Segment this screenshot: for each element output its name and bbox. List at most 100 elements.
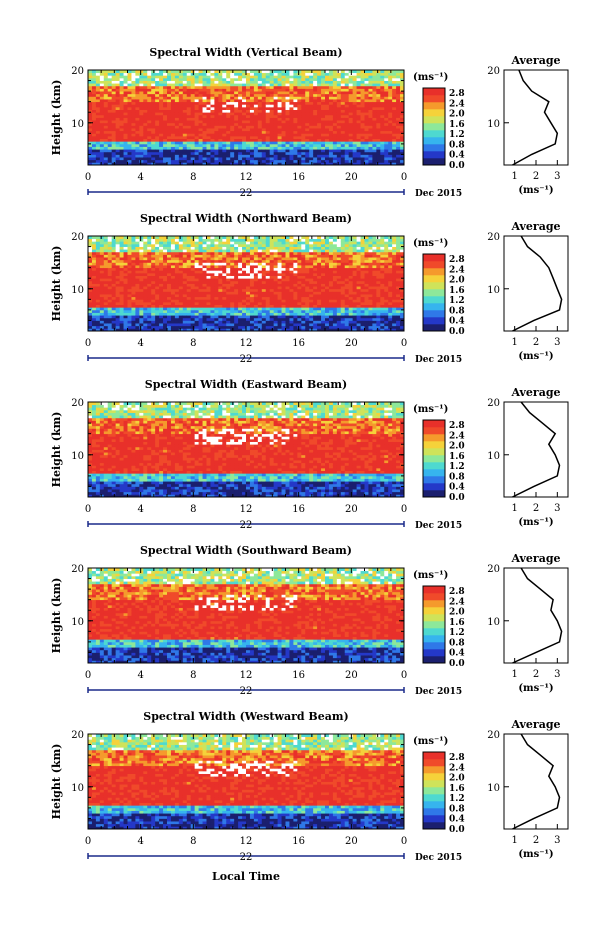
heatmap-cell: [317, 146, 322, 150]
heatmap-cell: [111, 109, 117, 113]
heatmap-cell: [305, 88, 310, 92]
heatmap-cell: [281, 323, 286, 327]
heatmap-cell: [178, 109, 184, 113]
heatmap-cell: [297, 162, 302, 166]
heatmap-cell: [344, 70, 350, 74]
heatmap-cell: [107, 143, 113, 147]
heatmap-cell: [309, 157, 314, 161]
heatmap-cell: [234, 251, 239, 255]
heatmap-cell: [392, 159, 397, 163]
heatmap-cell: [261, 304, 267, 308]
heatmap-cell: [127, 288, 132, 292]
heatmap-cell: [178, 133, 184, 137]
heatmap-cell: [265, 262, 271, 266]
heatmap-cell: [155, 243, 160, 247]
heatmap-cell: [115, 91, 120, 95]
heatmap-cell: [206, 265, 211, 269]
heatmap-cell: [111, 77, 117, 81]
heatmap-cell: [289, 251, 294, 255]
heatmap-cell: [151, 323, 156, 327]
heatmap-cell: [163, 275, 168, 279]
heatmap-cell: [317, 130, 322, 134]
heatmap-cell: [246, 286, 251, 290]
heatmap-cell: [297, 246, 302, 250]
heatmap-cell: [147, 317, 152, 321]
heatmap-cell: [325, 70, 330, 74]
heatmap-cell: [305, 99, 310, 103]
heatmap-cell: [107, 112, 113, 116]
heatmap-cell: [190, 286, 196, 290]
heatmap-cell: [186, 159, 192, 163]
heatmap-cell: [174, 104, 180, 108]
heatmap-cell: [182, 128, 188, 132]
heatmap-cell: [293, 259, 298, 263]
heatmap-cell: [88, 267, 93, 271]
heatmap-cell: [143, 280, 148, 284]
heatmap-cell: [123, 309, 128, 313]
heatmap-cell: [234, 149, 239, 153]
heatmap-cell: [170, 135, 176, 140]
heatmap-cell: [163, 162, 168, 166]
heatmap-cell: [186, 122, 192, 126]
heatmap-cell: [226, 83, 231, 87]
heatmap-cell: [246, 85, 251, 89]
heatmap-cell: [174, 238, 180, 242]
heatmap-cell: [317, 109, 322, 113]
heatmap-cell: [269, 135, 275, 140]
heatmap-cell: [222, 325, 227, 329]
heatmap-cell: [210, 130, 215, 134]
heatmap-cell: [147, 265, 152, 269]
heatmap-cell: [218, 280, 223, 284]
heatmap-cell: [321, 75, 326, 79]
heatmap-cell: [281, 99, 286, 103]
heatmap-cell: [305, 149, 310, 153]
heatmap-cell: [317, 122, 322, 126]
heatmap-cell: [234, 241, 239, 245]
heatmap-cell: [123, 157, 128, 161]
heatmap-cell: [249, 96, 255, 100]
heatmap-cell: [167, 138, 172, 142]
heatmap-cell: [348, 83, 354, 87]
heatmap-cell: [151, 157, 156, 161]
heatmap-cell: [265, 241, 271, 245]
heatmap-cell: [167, 288, 172, 292]
heatmap-cell: [190, 267, 196, 271]
heatmap-cell: [127, 236, 132, 240]
heatmap-cell: [277, 83, 282, 87]
x-tick-label: 8: [190, 172, 196, 183]
heatmap-cell: [170, 117, 176, 121]
heatmap-cell: [174, 83, 180, 87]
heatmap-cell: [163, 254, 168, 258]
heatmap-cell: [91, 101, 97, 105]
heatmap-cell: [210, 99, 215, 103]
heatmap-cell: [400, 93, 405, 97]
heatmap-cell: [194, 307, 199, 311]
heatmap-cell: [170, 315, 176, 319]
heatmap-cell: [174, 114, 180, 118]
heatmap-cell: [127, 141, 132, 145]
heatmap-cell: [119, 286, 124, 290]
heatmap-cell: [182, 301, 188, 306]
heatmap-cell: [285, 304, 290, 308]
heatmap-cell: [261, 323, 267, 327]
heatmap-cell: [194, 299, 199, 303]
heatmap-cell: [99, 267, 105, 271]
heatmap-cell: [167, 291, 172, 295]
heatmap-cell: [155, 307, 160, 311]
heatmap-cell: [253, 101, 259, 105]
heatmap-cell: [392, 99, 397, 103]
heatmap-cell: [174, 99, 180, 103]
heatmap-cell: [202, 112, 207, 116]
heatmap-cell: [107, 154, 113, 158]
heatmap-cell: [182, 307, 188, 311]
heatmap-cell: [155, 122, 160, 126]
heatmap-cell: [253, 130, 259, 134]
heatmap-cell: [249, 125, 255, 129]
heatmap-cell: [151, 135, 156, 140]
heatmap-cell: [88, 312, 93, 316]
heatmap-cell: [115, 262, 120, 266]
heatmap-cell: [91, 301, 97, 306]
heatmap-cell: [218, 265, 223, 269]
heatmap-cell: [301, 270, 306, 274]
heatmap-cell: [210, 312, 215, 316]
